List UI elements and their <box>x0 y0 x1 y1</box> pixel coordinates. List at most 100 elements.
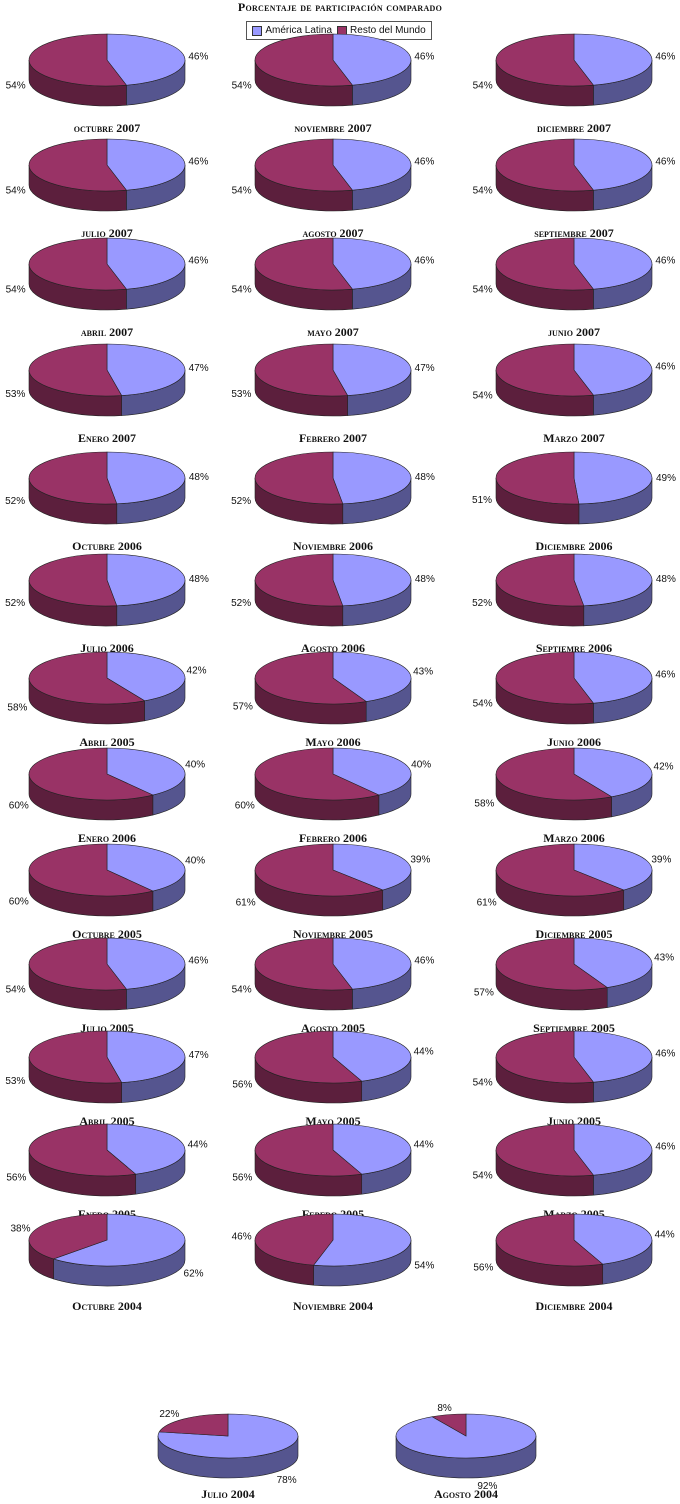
pie-octubre-2006-12: 48% 52% Octubre 2006 <box>5 451 209 553</box>
pie-noviembre-2004-37-resto-slice <box>254 1213 334 1266</box>
pie-julio-2004-39-resto-label: 22% <box>159 1409 179 1420</box>
pie-diciembre-2005-26-latam-label: 39% <box>651 854 671 865</box>
pie-abril-2005-30-latam-slice <box>106 1030 186 1083</box>
pie-junio-2006-20-latam-slice <box>573 651 653 704</box>
pie-mayo-2007-7: 46% 54% mayo 2007 <box>232 237 435 339</box>
pie-abril-2007-6-latam-label: 46% <box>188 256 208 267</box>
pie-marzo-2005-35-latam-slice <box>573 1123 653 1176</box>
pie-abril-2007-6: 46% 54% abril 2007 <box>6 237 209 339</box>
pie-septiemre-2006-17-latam-slice <box>573 553 653 607</box>
pie-octubre-2004-36-caption: Octubre 2004 <box>72 1299 142 1313</box>
pie-febrero-2007-10-latam-slice <box>332 343 412 396</box>
pie-febero-2005-34-resto-label: 56% <box>232 1172 252 1183</box>
pie-octubre-2005-24-caption: Octubre 2005 <box>72 927 142 941</box>
pie-julio-2006-15-resto-slice <box>28 553 118 607</box>
pie-febero-2005-34: 44%56%Febero 2005 <box>232 1123 434 1221</box>
pie-junio-2007-8-latam-label: 46% <box>655 256 675 267</box>
pie-mayo-2006-19-resto-label: 57% <box>233 701 253 712</box>
pie-febrero-2007-10-latam-label: 47% <box>415 363 435 374</box>
pie-junio-2007-8-caption: junio 2007 <box>548 325 600 339</box>
pie-enero-2006-21-latam-label: 40% <box>185 759 205 770</box>
pie-junio-2006-20-resto-label: 54% <box>473 698 493 709</box>
pie-enero-2007-9-resto-label: 53% <box>5 389 25 400</box>
pie-agosto-2004-40-resto-label: 8% <box>437 1403 452 1414</box>
pie-octubre-2006-12-resto-label: 52% <box>5 496 25 507</box>
pie-diciembre-2007-2-latam-label: 46% <box>655 52 675 63</box>
pie-mayo-2007-7-resto-slice <box>254 237 353 291</box>
pie-agosto-2004-40-resto-slice <box>431 1413 467 1437</box>
pie-julio-2006-15-caption: Julio 2006 <box>80 641 133 655</box>
pie-junio-2007-8-resto-slice <box>495 237 594 291</box>
pie-julio-2006-15-latam-slice <box>106 553 186 607</box>
pie-octubre-2004-36-resto-slice <box>28 1213 108 1260</box>
pie-septiembre-2005-29-caption: Septiembre 2005 <box>533 1021 615 1035</box>
pie-enero-2005-33-latam-slice <box>106 1123 186 1175</box>
pie-diciembre-2005-26-caption: Diciembre 2005 <box>535 927 612 941</box>
pie-julio-2007-3-latam-label: 46% <box>188 157 208 168</box>
pie-febrero-2006-22-latam-label: 40% <box>411 759 431 770</box>
pie-abril-2007-6-resto-slice <box>28 237 127 291</box>
pie-noviembre-2004-37-latam-label: 54% <box>414 1260 434 1271</box>
pie-junio-2006-20-resto-slice <box>495 651 594 705</box>
pie-noviembre-2006-13-latam-label: 48% <box>415 472 435 483</box>
pie-octubre-2007-0-resto-slice <box>28 33 127 87</box>
pie-octubre-2006-12-latam-label: 48% <box>189 472 209 483</box>
pie-octubre-2005-24-latam-label: 40% <box>185 855 205 866</box>
pie-agosto-2007-4-resto-label: 54% <box>232 185 252 196</box>
pie-abril-2005-30-latam-label: 47% <box>189 1050 209 1061</box>
pie-mayo-2007-7-caption: mayo 2007 <box>307 325 359 339</box>
pie-diciembre-2006-14: 49% 51% Diciembre 2006 <box>472 451 676 553</box>
pie-noviembre-2005-25-resto-label: 61% <box>236 898 256 909</box>
pie-enero-2006-21: 40% 60% Enero 2006 <box>9 747 205 845</box>
pie-marzo-2007-11: 46% 54% Marzo 2007 <box>473 343 676 445</box>
pie-noviembre-2006-13-latam-slice <box>332 451 412 505</box>
pie-octubre-2005-24-latam-slice <box>106 843 186 892</box>
pie-mayo-2006-19-latam-label: 43% <box>413 667 433 678</box>
pie-marzo-2005-35-latam-label: 46% <box>655 1142 675 1153</box>
pie-noviembre-2005-25-resto-slice <box>254 843 384 897</box>
pie-enero-2006-21-latam-slice <box>106 747 186 796</box>
pie-diciembre-2007-2-resto-slice <box>495 33 594 87</box>
pie-noviembre-2005-25-caption: Noviembre 2005 <box>293 927 373 941</box>
pie-febero-2005-34-resto-slice <box>254 1123 363 1177</box>
pie-abril-2007-6-caption: abril 2007 <box>81 325 133 339</box>
pie-mayo-2005-31-latam-slice <box>332 1030 412 1082</box>
pie-febrero-2006-22-resto-label: 60% <box>235 801 255 812</box>
pie-abril-2005-18-resto-label: 58% <box>7 702 27 713</box>
pie-junio-2005-32-resto-label: 54% <box>473 1077 493 1088</box>
pie-octubre-2006-12-caption: Octubre 2006 <box>72 539 142 553</box>
pie-diciembre-2006-14-latam-slice <box>573 451 653 505</box>
pie-agosto-2004-40-latam-label: 92% <box>477 1481 497 1492</box>
pie-mayo-2005-31: 44%56%Mayo 2005 <box>232 1030 434 1128</box>
pie-agosto-2006-16-resto-slice <box>254 553 344 607</box>
pie-marzo-2006-23-caption: Marzo 2006 <box>543 831 604 845</box>
pie-agosto-2007-4-latam-label: 46% <box>414 157 434 168</box>
pie-octubre-2007-0-latam-label: 46% <box>188 52 208 63</box>
pie-diciembre-2007-2-caption: diciembre 2007 <box>537 121 611 135</box>
pie-noviembre-2005-25: 39% 61% Noviembre 2005 <box>236 843 431 941</box>
pie-mayo-2005-31-resto-slice <box>254 1030 363 1084</box>
pie-diciembre-2005-26: 39% 61% Diciembre 2005 <box>477 843 672 941</box>
pie-agosto-2007-4: 46% 54% agosto 2007 <box>232 138 435 240</box>
pie-mayo-2005-31-latam-label: 44% <box>414 1047 434 1058</box>
pie-febrero-2007-10-resto-label: 53% <box>231 389 251 400</box>
pie-julio-2005-27-latam-label: 46% <box>188 956 208 967</box>
pie-agosto-2004-40-caption: Agosto 2004 <box>434 1487 498 1501</box>
pie-noviembre-2007-1-resto-label: 54% <box>232 80 252 91</box>
pie-diciembre-2005-26-resto-label: 61% <box>477 898 497 909</box>
pie-enero-2006-21-resto-label: 60% <box>9 801 29 812</box>
pie-mayo-2006-19: 43% 57% Mayo 2006 <box>233 651 433 749</box>
pie-octubre-2004-36: 62% 38% Octubre 2004 <box>10 1213 204 1313</box>
pie-febero-2005-34-latam-label: 44% <box>414 1140 434 1151</box>
pie-noviembre-2004-37-latam-slice <box>313 1213 412 1267</box>
pie-septiembre-2005-29-latam-label: 43% <box>654 953 674 964</box>
pie-junio-2007-8: 46% 54% junio 2007 <box>473 237 676 339</box>
pie-febero-2005-34-latam-slice <box>332 1123 412 1175</box>
pie-agosto-2005-28-latam-slice <box>332 937 412 990</box>
pie-abril-2007-6-resto-label: 54% <box>6 284 26 295</box>
pie-enero-2007-9-resto-slice <box>28 343 123 397</box>
pie-marzo-2005-35: 46%54%Marzo 2005 <box>473 1123 676 1221</box>
pie-diciembre-2007-2-latam-slice <box>573 33 653 86</box>
pie-enero-2005-33: 44%56%Enero 2005 <box>6 1123 208 1221</box>
pie-agosto-2006-16-latam-label: 48% <box>415 574 435 585</box>
